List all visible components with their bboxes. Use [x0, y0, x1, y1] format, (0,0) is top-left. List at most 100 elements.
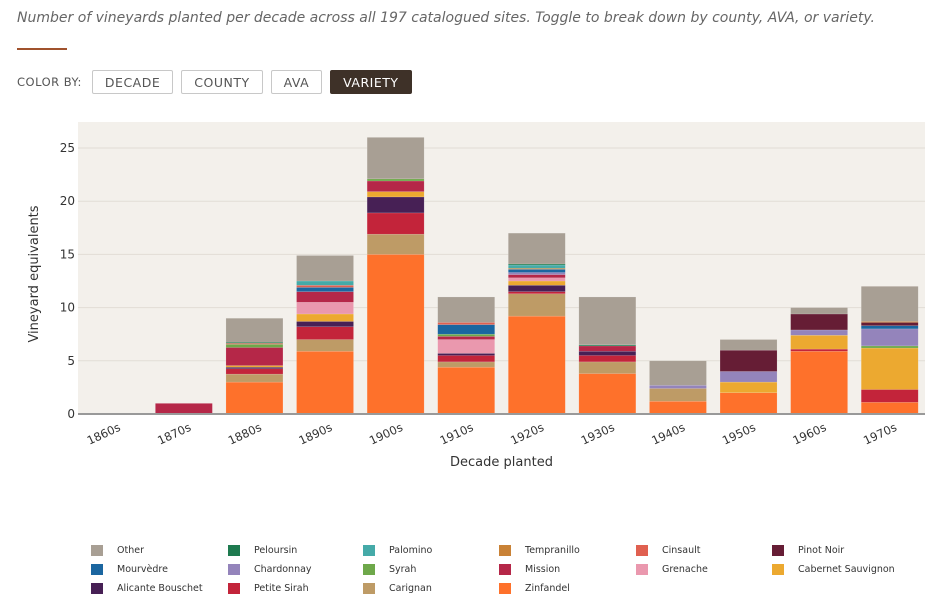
bar-segment-zinfandel — [225, 381, 284, 415]
x-tick-label: 1860s — [85, 420, 123, 448]
legend-item: Mission — [499, 564, 560, 575]
stacked-bar-chart: 0 5 10 15 20 25 1860s 1870s 1880s 1890s 1900s 1910s… — [27, 122, 925, 470]
x-axis-label: Decade planted — [450, 455, 553, 470]
x-tick-label: 1890s — [296, 420, 334, 448]
bar-segment-syrah — [860, 345, 919, 349]
legend-label: Cabernet Sauvignon — [798, 564, 895, 575]
bar-segment-zinfandel — [366, 254, 425, 415]
legend-label: Mourvèdre — [117, 564, 168, 575]
legend-item: Pinot Noir — [772, 545, 844, 556]
color-by-ava-button[interactable]: AVA — [270, 70, 323, 94]
bar-segment-carignan — [437, 361, 495, 368]
legend-swatch — [499, 545, 511, 556]
bar-segment-carignan — [578, 361, 637, 374]
bar-segment-cinsault — [437, 322, 495, 325]
bar-segment-pinot-noir — [719, 349, 778, 372]
bar-segment-petite-sirah — [437, 355, 495, 363]
legend-item: Mourvèdre — [91, 564, 168, 575]
legend-swatch — [91, 564, 103, 575]
bar-segment-mission — [366, 180, 425, 192]
legend-label: Mission — [525, 564, 561, 575]
bar-segment-carignan — [366, 233, 425, 255]
bar-segment-mission — [296, 291, 354, 303]
legend-label: Peloursin — [254, 545, 298, 556]
legend-swatch — [636, 564, 648, 575]
color-by-county-button[interactable]: COUNTY — [181, 70, 263, 94]
legend-item: Cabernet Sauvignon — [772, 564, 895, 575]
legend-label: Petite Sirah — [254, 583, 309, 594]
plot-area — [78, 122, 925, 414]
y-tick-label: 10 — [60, 301, 75, 315]
color-by-toggle: COLOR BY: DECADE COUNTY AVA VARIETY — [17, 70, 412, 94]
bar-segment-mourv-dre — [860, 325, 919, 330]
x-tick-label: 1940s — [649, 420, 687, 448]
legend-swatch — [636, 545, 648, 556]
bar-segment-palomino — [296, 280, 354, 286]
accent-divider — [17, 48, 67, 50]
bar-segment-carignan — [508, 293, 566, 317]
x-tick-label: 1970s — [861, 420, 899, 448]
bar-segment-syrah — [225, 344, 284, 348]
y-axis-label: Vineyard equivalents — [27, 205, 42, 342]
bar-segment-other — [366, 137, 425, 180]
legend-item: Carignan — [363, 583, 432, 594]
bar-segment-zinfandel — [437, 366, 495, 415]
legend-label: Alicante Bouschet — [117, 583, 203, 594]
bar-segment-cabernet-sauvignon — [296, 313, 354, 322]
bar-segment-mission — [225, 347, 284, 366]
y-tick-label: 0 — [67, 407, 75, 421]
bar-segment-zinfandel — [860, 402, 919, 415]
y-tick-label: 20 — [60, 194, 75, 208]
legend-label: Grenache — [662, 564, 708, 575]
bar-segment-other — [790, 307, 848, 315]
bar-segment-cabernet-sauvignon — [860, 347, 919, 390]
bar-segment-other — [649, 360, 707, 386]
legend-label: Carignan — [389, 583, 432, 594]
legend-item: Syrah — [363, 564, 416, 575]
bar-segment-grenache — [296, 302, 354, 315]
bar-segment-petite-sirah — [790, 348, 848, 352]
bar-segment-alicante-bouschet — [578, 350, 637, 356]
bar-segment-petite-sirah — [578, 355, 637, 363]
legend-label: Chardonnay — [254, 564, 312, 575]
bar-segment-cabernet-sauvignon — [508, 280, 566, 286]
legend-label: Palomino — [389, 545, 433, 556]
bar-segment-zinfandel — [719, 392, 778, 415]
bar-segment-grenache — [508, 277, 566, 282]
x-tick-label: 1950s — [720, 420, 758, 448]
y-tick-label: 25 — [60, 141, 75, 155]
legend-swatch — [228, 583, 240, 594]
y-tick-label: 15 — [60, 247, 75, 261]
legend-swatch — [91, 583, 103, 594]
legend-item: Grenache — [636, 564, 708, 575]
bar-segment-zinfandel — [578, 373, 637, 415]
bar-segment-syrah — [437, 333, 495, 337]
x-tick-label: 1880s — [226, 420, 264, 448]
legend-item: Palomino — [363, 545, 432, 556]
legend-item: Alicante Bouschet — [91, 583, 203, 594]
bar-segment-mission — [578, 345, 637, 352]
legend-swatch — [499, 564, 511, 575]
color-by-variety-button[interactable]: VARIETY — [330, 70, 412, 94]
color-by-decade-button[interactable]: DECADE — [91, 70, 174, 94]
bar-segment-petite-sirah — [225, 368, 284, 375]
bar-segment-other — [296, 255, 354, 282]
bar-segment-palomino — [508, 264, 566, 269]
legend-swatch — [772, 545, 784, 556]
bar-segment-petite-sirah — [366, 212, 425, 235]
bar-segment-carignan — [649, 388, 707, 402]
bar-segment-pinot-noir — [860, 322, 919, 326]
bar-segment-grenache — [437, 339, 495, 354]
x-tick-label: 1960s — [791, 420, 829, 448]
legend-item: Tempranillo — [499, 545, 580, 556]
legend-swatch — [772, 564, 784, 575]
legend-swatch — [499, 583, 511, 594]
legend-label: Pinot Noir — [798, 545, 845, 556]
legend-swatch — [228, 564, 240, 575]
bar-segment-cabernet-sauvignon — [719, 381, 778, 393]
legend-swatch — [363, 583, 375, 594]
bar-segment-chardonnay — [649, 385, 707, 389]
chart-subtitle: Number of vineyards planted per decade a… — [17, 10, 875, 26]
legend-swatch — [363, 564, 375, 575]
legend-swatch — [91, 545, 103, 556]
